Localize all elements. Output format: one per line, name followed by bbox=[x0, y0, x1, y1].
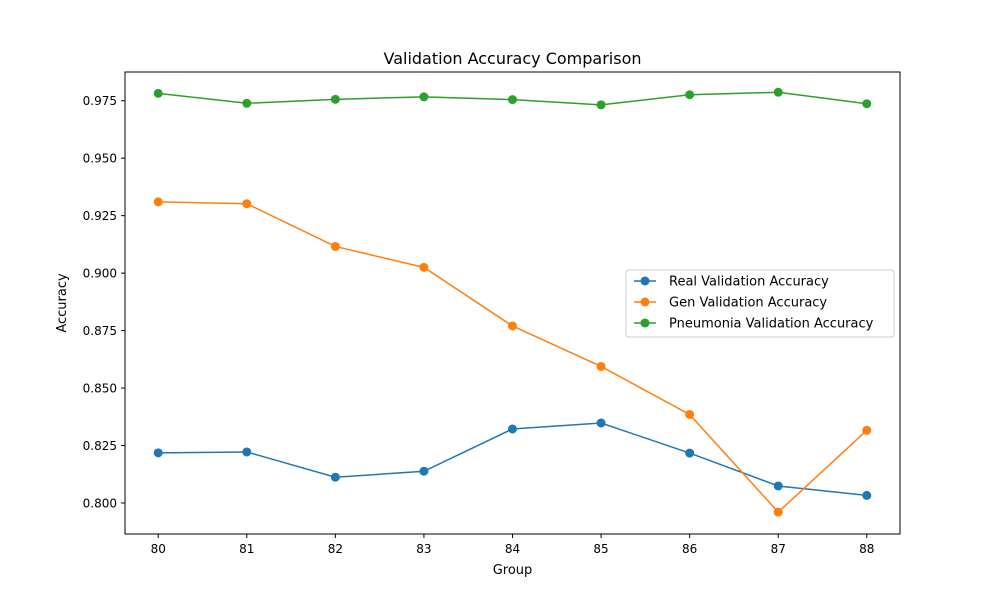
data-point bbox=[685, 409, 695, 419]
data-point bbox=[862, 425, 872, 435]
data-point bbox=[242, 447, 252, 457]
data-point bbox=[242, 199, 252, 209]
x-tick-label: 83 bbox=[416, 542, 431, 556]
data-point bbox=[330, 94, 340, 104]
legend-label: Real Validation Accuracy bbox=[669, 275, 829, 290]
legend-box bbox=[625, 269, 895, 338]
data-point bbox=[685, 90, 695, 100]
data-point bbox=[773, 481, 783, 491]
data-point bbox=[685, 448, 695, 458]
x-tick-label: 84 bbox=[505, 542, 520, 556]
y-tick-label: 0.825 bbox=[83, 439, 117, 453]
legend-marker bbox=[640, 297, 650, 307]
legend-label: Pneumonia Validation Accuracy bbox=[669, 317, 874, 332]
x-tick-label: 85 bbox=[593, 542, 608, 556]
legend-marker bbox=[640, 318, 650, 328]
y-axis-label: Accuracy bbox=[55, 273, 70, 333]
data-point bbox=[773, 507, 783, 517]
data-point bbox=[596, 418, 606, 428]
y-tick-label: 0.875 bbox=[83, 324, 117, 338]
x-tick-label: 80 bbox=[151, 542, 166, 556]
data-point bbox=[153, 197, 163, 207]
data-point bbox=[508, 321, 517, 331]
data-point bbox=[862, 99, 872, 109]
data-point bbox=[419, 466, 429, 476]
series-3 bbox=[153, 87, 872, 110]
x-tick-label: 87 bbox=[771, 542, 786, 556]
plot-frame bbox=[124, 71, 901, 535]
data-point bbox=[508, 424, 517, 434]
legend-entry: Gen Validation Accuracy bbox=[634, 296, 827, 311]
data-point bbox=[330, 241, 340, 251]
x-tick-label: 81 bbox=[239, 542, 254, 556]
series-2 bbox=[153, 197, 872, 517]
x-axis-ticks: 80 81 82 83 84 85 86 87 88 bbox=[151, 534, 874, 556]
data-point bbox=[153, 448, 163, 458]
y-axis-ticks: 0.800 0.825 0.850 0.875 0.900 0.925 0.950 0.975 bbox=[83, 94, 125, 510]
data-point bbox=[773, 87, 783, 97]
legend-marker bbox=[640, 276, 650, 286]
data-point bbox=[153, 88, 163, 98]
legend: Real Validation Accuracy Gen Validation A… bbox=[625, 269, 895, 338]
data-point bbox=[508, 95, 517, 105]
data-point bbox=[596, 361, 606, 371]
y-tick-label: 0.800 bbox=[83, 496, 117, 510]
data-point bbox=[419, 262, 429, 272]
x-tick-label: 88 bbox=[859, 542, 874, 556]
data-point bbox=[419, 92, 429, 102]
x-axis-label: Group bbox=[493, 563, 533, 578]
y-tick-label: 0.900 bbox=[83, 267, 117, 281]
y-tick-label: 0.950 bbox=[83, 152, 117, 166]
legend-entry: Pneumonia Validation Accuracy bbox=[634, 317, 874, 332]
x-tick-label: 86 bbox=[682, 542, 697, 556]
y-tick-label: 0.850 bbox=[83, 382, 117, 396]
legend-entry: Real Validation Accuracy bbox=[634, 275, 829, 290]
y-tick-label: 0.925 bbox=[83, 209, 117, 223]
data-point bbox=[596, 100, 606, 110]
chart-title: Validation Accuracy Comparison bbox=[383, 49, 641, 68]
data-point bbox=[862, 490, 872, 500]
y-tick-label: 0.975 bbox=[83, 94, 117, 108]
series-layer bbox=[153, 87, 872, 517]
x-tick-label: 82 bbox=[328, 542, 343, 556]
data-point bbox=[242, 98, 252, 108]
legend-label: Gen Validation Accuracy bbox=[669, 296, 827, 311]
series-1 bbox=[153, 418, 872, 500]
data-point bbox=[330, 472, 340, 482]
